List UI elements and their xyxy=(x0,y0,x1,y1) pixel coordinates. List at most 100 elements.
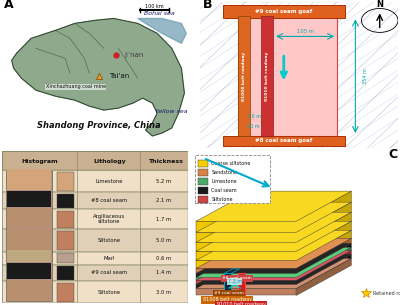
Bar xyxy=(238,273,245,296)
Bar xyxy=(223,136,345,146)
Text: Bohai sea: Bohai sea xyxy=(144,12,174,16)
Bar xyxy=(261,16,273,136)
Text: Lithology: Lithology xyxy=(94,159,126,163)
Text: Marl: Marl xyxy=(103,256,115,260)
Text: Histogram: Histogram xyxy=(22,159,58,163)
Bar xyxy=(238,16,250,136)
Bar xyxy=(2,209,188,229)
Polygon shape xyxy=(296,212,351,251)
Text: Coal seam: Coal seam xyxy=(211,188,237,193)
Text: Siltstone: Siltstone xyxy=(98,290,120,295)
Polygon shape xyxy=(196,191,351,221)
Bar xyxy=(198,160,208,167)
Text: 3.6 m: 3.6 m xyxy=(247,114,261,119)
Text: Shandong Province, China: Shandong Province, China xyxy=(37,121,161,130)
Polygon shape xyxy=(196,260,296,268)
Polygon shape xyxy=(196,230,351,260)
Text: 1.4 m: 1.4 m xyxy=(156,270,172,275)
Bar xyxy=(57,210,74,228)
Polygon shape xyxy=(196,289,296,296)
Polygon shape xyxy=(196,277,296,280)
Polygon shape xyxy=(196,258,351,289)
Bar xyxy=(7,207,51,227)
Polygon shape xyxy=(138,19,186,43)
Bar xyxy=(7,263,51,279)
Bar xyxy=(2,151,188,170)
Bar xyxy=(2,252,188,264)
Text: 5.0 m: 5.0 m xyxy=(156,238,172,243)
Text: 7.3 m: 7.3 m xyxy=(228,279,242,284)
Bar xyxy=(57,266,74,280)
Bar xyxy=(198,178,208,185)
Polygon shape xyxy=(296,221,351,260)
Text: Yellow sea: Yellow sea xyxy=(156,109,188,114)
Text: #8 coal seam: #8 coal seam xyxy=(91,198,127,203)
Bar xyxy=(7,191,51,207)
Text: Sandstone: Sandstone xyxy=(211,170,237,175)
Polygon shape xyxy=(196,284,296,289)
Polygon shape xyxy=(196,251,296,260)
Bar xyxy=(57,194,74,207)
Text: C: C xyxy=(388,148,398,161)
Bar xyxy=(198,196,208,203)
Text: 1.7 m: 1.7 m xyxy=(156,217,172,221)
Text: Ji’nan: Ji’nan xyxy=(124,52,144,58)
Bar xyxy=(224,273,231,296)
Bar xyxy=(7,169,51,190)
Polygon shape xyxy=(196,254,351,284)
Bar xyxy=(2,281,188,303)
Text: 20 m: 20 m xyxy=(247,124,260,129)
Bar xyxy=(2,264,188,281)
Text: 5.2 m: 5.2 m xyxy=(156,179,172,184)
Text: 81008 belt roadway: 81008 belt roadway xyxy=(242,52,246,101)
Text: 100 km: 100 km xyxy=(145,3,164,9)
Text: 81008 belt roadway: 81008 belt roadway xyxy=(203,297,252,303)
Text: Limestone: Limestone xyxy=(95,179,123,184)
Polygon shape xyxy=(196,242,296,251)
Bar xyxy=(223,5,345,19)
Polygon shape xyxy=(196,202,351,232)
Text: Siltstone: Siltstone xyxy=(211,197,233,202)
Polygon shape xyxy=(196,221,351,251)
Text: Argillaceous
siltstone: Argillaceous siltstone xyxy=(93,214,125,224)
Bar xyxy=(7,250,51,263)
Bar xyxy=(57,231,74,250)
Text: #8 coal seam: #8 coal seam xyxy=(222,276,252,280)
Polygon shape xyxy=(196,247,351,277)
Text: 105 m: 105 m xyxy=(296,29,314,34)
Polygon shape xyxy=(196,250,351,280)
Text: 91010 belt roadway: 91010 belt roadway xyxy=(217,303,266,305)
Polygon shape xyxy=(296,250,351,284)
Text: 91010 belt roadway: 91010 belt roadway xyxy=(265,52,269,101)
Polygon shape xyxy=(296,238,351,273)
Bar xyxy=(198,187,208,194)
Text: Tai’an: Tai’an xyxy=(109,73,129,79)
Text: Ji’nan: Ji’nan xyxy=(124,52,144,58)
Polygon shape xyxy=(12,19,184,136)
Text: Thickness: Thickness xyxy=(148,159,182,163)
Polygon shape xyxy=(196,232,296,242)
Polygon shape xyxy=(296,258,351,296)
Polygon shape xyxy=(296,202,351,242)
Text: #9 coal seam: #9 coal seam xyxy=(214,292,244,296)
Text: Coarse siltstone: Coarse siltstone xyxy=(211,161,250,166)
Bar xyxy=(6,171,52,301)
Bar xyxy=(238,16,337,136)
Bar xyxy=(198,169,208,176)
Text: #9 coal seam goaf: #9 coal seam goaf xyxy=(255,9,312,14)
Polygon shape xyxy=(296,247,351,280)
Text: Limestone: Limestone xyxy=(211,179,237,184)
Bar xyxy=(2,229,188,252)
Polygon shape xyxy=(296,254,351,289)
Polygon shape xyxy=(296,191,351,232)
Text: Xinchazhuang coal mine: Xinchazhuang coal mine xyxy=(46,84,106,89)
Text: N: N xyxy=(376,0,383,9)
Polygon shape xyxy=(196,280,296,284)
Bar xyxy=(2,170,188,192)
Polygon shape xyxy=(196,243,351,273)
Text: 2.1 m: 2.1 m xyxy=(156,198,172,203)
Bar xyxy=(7,228,51,249)
Text: #8 coal seam goaf: #8 coal seam goaf xyxy=(255,138,312,143)
Bar xyxy=(195,155,270,203)
Polygon shape xyxy=(196,212,351,242)
